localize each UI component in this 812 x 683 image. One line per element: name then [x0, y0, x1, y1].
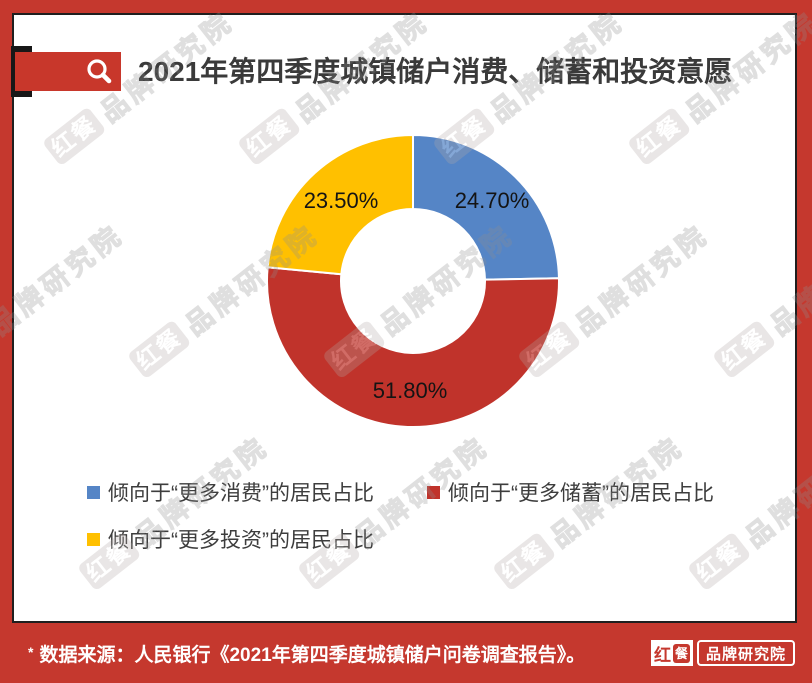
donut-slice-0 — [412, 134, 560, 281]
magnifier-icon — [87, 58, 112, 83]
slice-label-more-consumption: 24.70% — [454, 188, 530, 213]
legend-label-more-investment: 倾向于“更多投资”的居民占比 — [108, 529, 374, 552]
brand-logo: 红 餐 品牌研究院 — [650, 640, 795, 666]
data-source-note: * 数据来源：人民银行《2021年第四季度城镇储户问卷调查报告》。 — [28, 640, 585, 667]
content-panel — [12, 13, 797, 623]
slice-label-more-investment: 23.50% — [303, 188, 379, 213]
legend-item-more-investment: 倾向于“更多投资”的居民占比 — [87, 526, 374, 552]
donut-slice-1 — [266, 266, 560, 428]
logo-hong-char: 红 — [653, 645, 671, 665]
title-ribbon — [15, 52, 121, 91]
donut-chart — [266, 134, 560, 428]
footer-bar: * 数据来源：人民银行《2021年第四季度城镇储户问卷调查报告》。 红 餐 品牌… — [0, 623, 812, 683]
slice-label-more-savings: 51.80% — [372, 378, 448, 403]
legend-swatch-yellow — [87, 532, 100, 546]
donut-slice-2 — [266, 134, 414, 276]
page-title: 2021年第四季度城镇储户消费、储蓄和投资意愿 — [138, 56, 733, 87]
logo-suffix-box: 品牌研究院 — [696, 640, 795, 666]
legend-item-more-savings: 倾向于“更多储蓄”的居民占比 — [427, 479, 714, 505]
legend-swatch-red — [427, 485, 440, 499]
data-source-text: 数据来源：人民银行《2021年第四季度城镇储户问卷调查报告》。 — [39, 644, 586, 666]
legend-item-more-consumption: 倾向于“更多消费”的居民占比 — [87, 479, 374, 505]
logo-can-badge: 餐 — [672, 643, 690, 663]
legend-swatch-blue — [87, 485, 100, 499]
legend-label-more-consumption: 倾向于“更多消费”的居民占比 — [108, 482, 374, 505]
brand-logo-mark: 红 餐 — [650, 640, 693, 666]
note-asterisk: * — [28, 644, 34, 660]
legend-label-more-savings: 倾向于“更多储蓄”的居民占比 — [448, 482, 714, 505]
